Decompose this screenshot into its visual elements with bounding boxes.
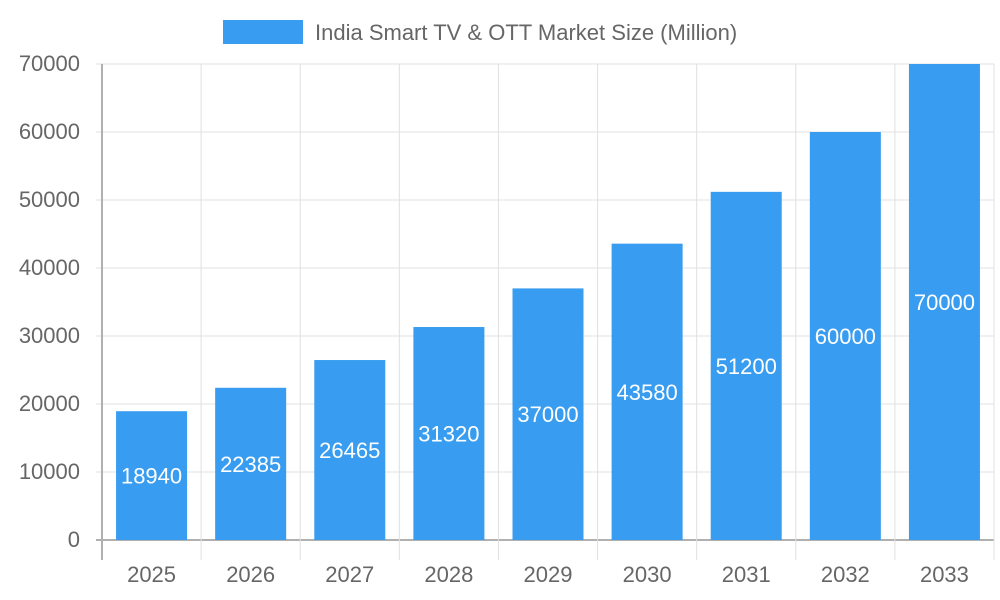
- bar: [314, 360, 386, 540]
- data-label: 37000: [517, 402, 578, 427]
- x-tick-label: 2028: [424, 562, 473, 587]
- x-tick-label: 2033: [920, 562, 969, 587]
- x-tick-label: 2027: [325, 562, 374, 587]
- data-label: 51200: [716, 354, 777, 379]
- x-tick-label: 2025: [127, 562, 176, 587]
- y-tick-label: 10000: [19, 459, 80, 484]
- bar: [908, 64, 980, 540]
- legend-swatch: [223, 20, 303, 44]
- y-tick-label: 30000: [19, 323, 80, 348]
- x-tick-label: 2029: [524, 562, 573, 587]
- data-label: 18940: [121, 464, 182, 489]
- x-tick-label: 2032: [821, 562, 870, 587]
- bar: [809, 132, 881, 540]
- y-tick-label: 20000: [19, 391, 80, 416]
- bar: [512, 288, 584, 540]
- x-tick-label: 2030: [623, 562, 672, 587]
- bar: [710, 191, 782, 540]
- data-label: 26465: [319, 438, 380, 463]
- x-tick-label: 2031: [722, 562, 771, 587]
- y-tick-label: 50000: [19, 187, 80, 212]
- data-label: 60000: [815, 324, 876, 349]
- y-tick-label: 40000: [19, 255, 80, 280]
- y-tick-label: 70000: [19, 51, 80, 76]
- data-label: 43580: [617, 380, 678, 405]
- bar: [611, 243, 683, 540]
- y-tick-label: 0: [68, 527, 80, 552]
- data-label: 22385: [220, 452, 281, 477]
- x-tick-label: 2026: [226, 562, 275, 587]
- legend-label: India Smart TV & OTT Market Size (Millio…: [315, 20, 737, 45]
- y-tick-label: 60000: [19, 119, 80, 144]
- bar: [116, 411, 188, 540]
- bar: [215, 387, 287, 540]
- data-label: 31320: [418, 422, 479, 447]
- data-label: 70000: [914, 290, 975, 315]
- bar: [413, 327, 485, 540]
